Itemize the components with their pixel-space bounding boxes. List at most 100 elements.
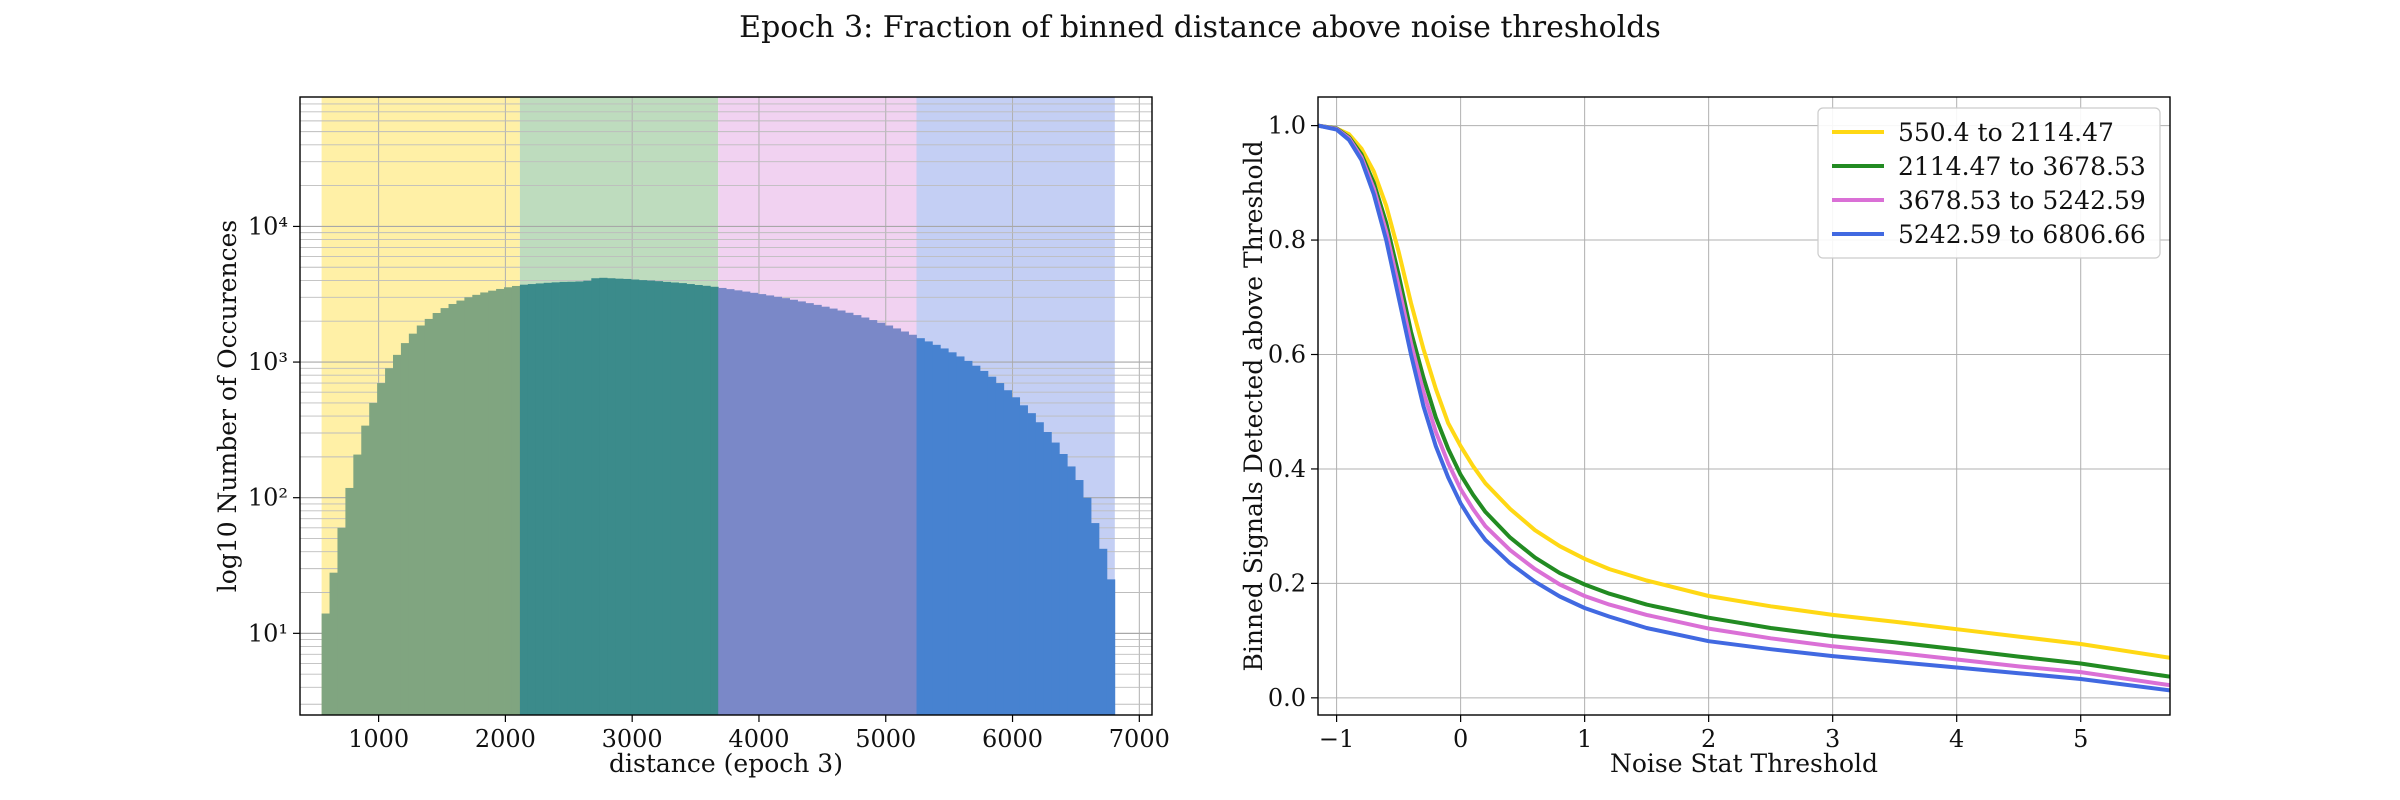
histogram-bar: [329, 572, 338, 715]
histogram-bar: [718, 287, 727, 715]
histogram-bar: [773, 296, 783, 715]
line-x-tick-label: 4: [1949, 725, 1964, 753]
histogram-axes-frame: [299, 96, 1153, 716]
line-x-ticks: −1 0 1 2 3 4 5: [1319, 715, 2088, 753]
histogram-bar: [924, 341, 933, 715]
histogram-bar: [392, 354, 402, 715]
histogram-bar: [821, 306, 830, 715]
histogram-bar: [1106, 579, 1116, 715]
line-y-tick-label: 0.4: [1268, 455, 1306, 483]
histogram-bar: [765, 295, 775, 715]
histogram-x-ticks: 1000 2000 3000 4000 5000 6000 7000: [348, 715, 1170, 753]
histogram-bar: [543, 282, 553, 715]
histogram-bar: [884, 325, 894, 715]
histogram-bar: [599, 277, 608, 715]
histogram-bar: [567, 281, 576, 715]
histogram-bar: [813, 304, 822, 715]
histogram-bar: [710, 286, 719, 715]
histogram-bar: [607, 278, 616, 715]
histogram-bar: [583, 280, 592, 715]
histogram-bar: [591, 278, 600, 715]
histogram-bar: [488, 290, 497, 715]
histogram-bar: [868, 320, 878, 715]
line-x-tick-label: 1: [1577, 725, 1592, 753]
histogram-bar: [734, 290, 743, 715]
histogram-bar: [337, 527, 346, 715]
histogram-bar: [1067, 466, 1076, 715]
histogram-bar: [987, 376, 997, 715]
histogram-bar: [615, 278, 624, 715]
histogram-bar: [678, 283, 687, 715]
histogram-bar: [432, 313, 441, 715]
histogram-bar: [726, 289, 735, 715]
histogram-bar: [551, 282, 560, 715]
histogram-bar: [932, 344, 941, 715]
histogram-bar: [424, 318, 434, 715]
histogram-bar: [956, 356, 965, 715]
histogram-bar: [630, 279, 640, 715]
histogram-x-tick-label: 3000: [602, 725, 663, 753]
histogram-bar: [1051, 442, 1060, 715]
histogram-bar: [361, 425, 370, 715]
histogram-bar: [702, 285, 711, 715]
histogram-bar: [456, 300, 465, 715]
histogram-bar: [1098, 548, 1108, 715]
histogram-y-tick-label: 10²: [248, 484, 288, 512]
line-x-tick-label: 2: [1701, 725, 1716, 753]
histogram-bar: [853, 315, 862, 715]
histogram-bars: [321, 277, 1116, 715]
histogram-bar: [1075, 480, 1084, 715]
line-y-tick-label: 0.8: [1268, 226, 1306, 254]
histogram-bar: [900, 331, 909, 715]
line-y-tick-label: 0.2: [1268, 569, 1306, 597]
histogram-bar: [1059, 453, 1068, 715]
histogram-bar: [892, 328, 902, 715]
histogram-x-tick-label: 2000: [475, 725, 536, 753]
line-axes-frame: [1317, 96, 2171, 716]
histogram-bar: [662, 281, 672, 715]
histogram-x-tick-label: 5000: [855, 725, 916, 753]
histogram-bar: [1003, 390, 1013, 715]
line-x-tick-label: −1: [1319, 725, 1354, 753]
legend-label-1: 550.4 to 2114.47: [1898, 118, 2114, 147]
histogram-y-tick-label: 10¹: [248, 619, 288, 647]
histogram-y-axis-label: log10 Number of Occurences: [213, 220, 242, 593]
line-y-tick-label: 0.0: [1268, 684, 1306, 712]
histogram-bar: [1091, 523, 1100, 715]
histogram-bar: [575, 281, 584, 715]
legend-label-2: 2114.47 to 3678.53: [1898, 152, 2146, 181]
histogram-bar: [504, 287, 513, 715]
line-panel: −1 0 1 2 3 4 5 0.0 0.2 0.4 0.6 0.8 1.0 Noise Stat T…: [1239, 96, 2171, 778]
histogram-x-tick-label: 6000: [982, 725, 1043, 753]
histogram-bar: [1043, 432, 1052, 715]
histogram-bar: [805, 303, 814, 715]
histogram-bar: [789, 299, 798, 715]
legend-label-4: 5242.59 to 6806.66: [1898, 220, 2146, 249]
histogram-x-axis-label: distance (epoch 3): [609, 749, 843, 778]
histogram-bar: [1083, 497, 1092, 715]
histogram-bar: [916, 338, 925, 715]
legend-label-3: 3678.53 to 5242.59: [1898, 186, 2146, 215]
histogram-bar: [400, 343, 410, 715]
histogram-y-ticks: 10¹ 10² 10³ 10⁴: [248, 212, 300, 647]
histogram-bar: [511, 285, 521, 715]
histogram-bar: [646, 280, 656, 715]
histogram-bar: [527, 284, 537, 715]
histogram-bar: [972, 365, 981, 715]
histogram-bar: [670, 282, 679, 715]
histogram-bar: [908, 334, 917, 715]
line-x-tick-label: 5: [2073, 725, 2088, 753]
histogram-bar: [1027, 413, 1036, 715]
histogram-bar: [638, 280, 648, 715]
histogram-bar: [353, 454, 362, 715]
histogram-bar: [845, 312, 854, 715]
histogram-bar: [385, 368, 394, 715]
histogram-bar: [654, 281, 664, 715]
histogram-bar: [369, 402, 378, 715]
histogram-bar: [829, 308, 838, 715]
histogram-bar: [979, 370, 989, 715]
histogram-bar: [742, 291, 751, 715]
histogram-bar: [440, 308, 449, 715]
histogram-bar: [781, 298, 790, 715]
